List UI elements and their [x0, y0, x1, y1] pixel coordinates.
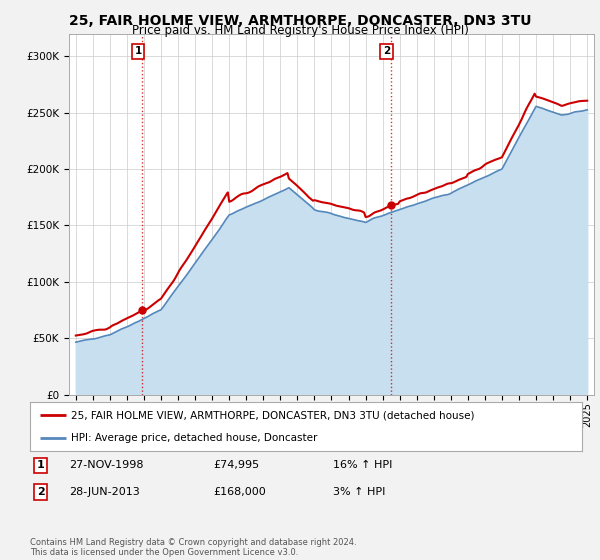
Text: 1: 1 — [37, 460, 44, 470]
Text: 16% ↑ HPI: 16% ↑ HPI — [333, 460, 392, 470]
Text: 2: 2 — [37, 487, 44, 497]
Text: 1: 1 — [134, 46, 142, 56]
Text: 2: 2 — [383, 46, 391, 56]
Text: £168,000: £168,000 — [213, 487, 266, 497]
Text: 27-NOV-1998: 27-NOV-1998 — [69, 460, 143, 470]
Text: Contains HM Land Registry data © Crown copyright and database right 2024.
This d: Contains HM Land Registry data © Crown c… — [30, 538, 356, 557]
Text: 28-JUN-2013: 28-JUN-2013 — [69, 487, 140, 497]
Text: 25, FAIR HOLME VIEW, ARMTHORPE, DONCASTER, DN3 3TU (detached house): 25, FAIR HOLME VIEW, ARMTHORPE, DONCASTE… — [71, 410, 475, 421]
Text: 25, FAIR HOLME VIEW, ARMTHORPE, DONCASTER, DN3 3TU: 25, FAIR HOLME VIEW, ARMTHORPE, DONCASTE… — [69, 14, 531, 28]
Text: 3% ↑ HPI: 3% ↑ HPI — [333, 487, 385, 497]
Text: Price paid vs. HM Land Registry's House Price Index (HPI): Price paid vs. HM Land Registry's House … — [131, 24, 469, 37]
Text: £74,995: £74,995 — [213, 460, 259, 470]
Text: HPI: Average price, detached house, Doncaster: HPI: Average price, detached house, Donc… — [71, 433, 318, 444]
